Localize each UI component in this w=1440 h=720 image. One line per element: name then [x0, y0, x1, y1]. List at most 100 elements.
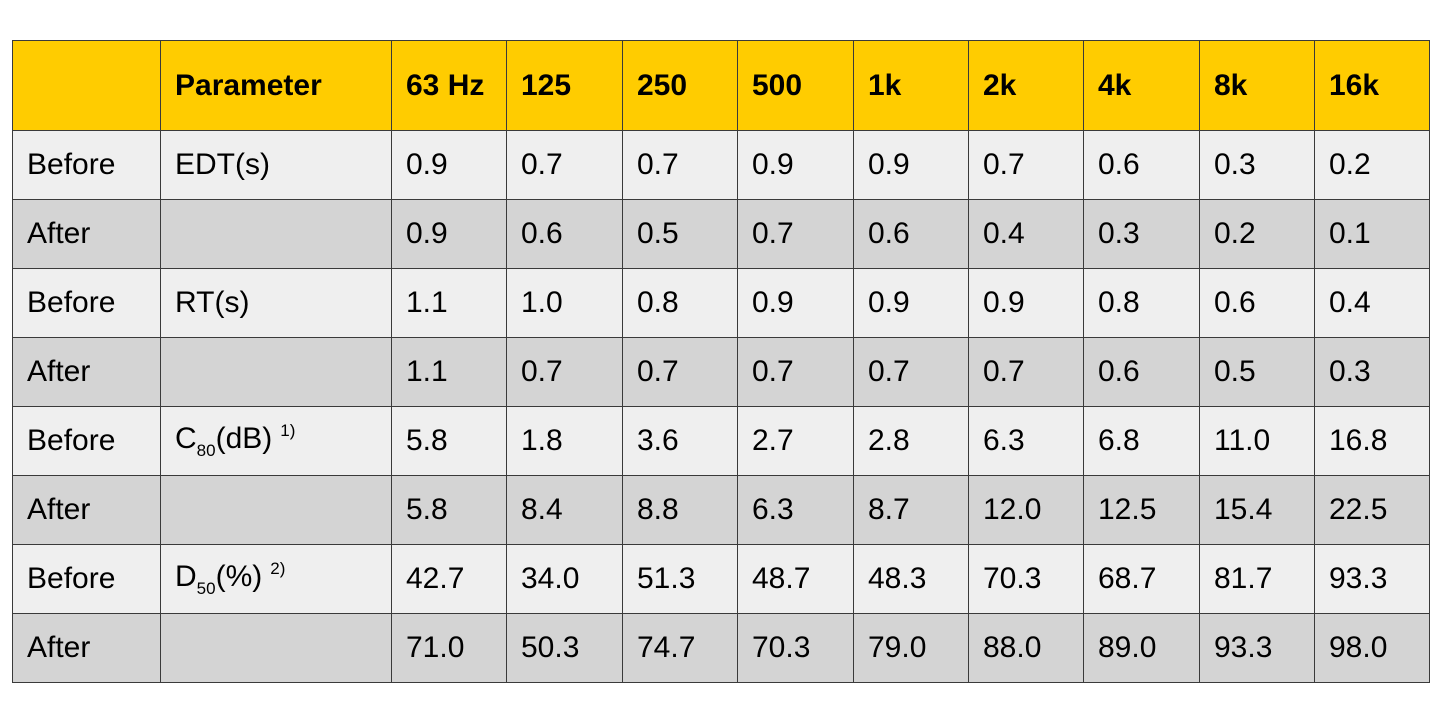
value-cell: 8.8 — [622, 475, 738, 545]
parameter-subscript: 50 — [196, 579, 216, 598]
header-cell: 500 — [737, 40, 854, 131]
value-cell: 48.7 — [737, 544, 854, 614]
parameter-unit: (%) — [215, 560, 263, 593]
value-cell: 0.9 — [737, 268, 854, 338]
value-cell: 0.6 — [1199, 268, 1315, 338]
value-cell: 0.7 — [737, 199, 854, 269]
value-cell: 0.9 — [391, 130, 507, 200]
value-cell: 6.8 — [1083, 406, 1200, 476]
value-cell: 8.4 — [506, 475, 623, 545]
value-cell: 93.3 — [1199, 613, 1315, 683]
parameter-cell: D50(%) 2) — [160, 544, 392, 614]
value-cell: 3.6 — [622, 406, 738, 476]
value-cell: 0.1 — [1314, 199, 1430, 269]
parameter-text: C — [175, 422, 197, 455]
value-cell: 50.3 — [506, 613, 623, 683]
header-row: Parameter 63 Hz 125 250 500 1k 2k 4k 8k 16k — [12, 40, 1430, 131]
value-cell: 88.0 — [968, 613, 1084, 683]
value-cell: 0.2 — [1314, 130, 1430, 200]
value-cell: 34.0 — [506, 544, 623, 614]
value-cell: 2.7 — [737, 406, 854, 476]
header-cell: 4k — [1083, 40, 1200, 131]
table-row: After 0.9 0.6 0.5 0.7 0.6 0.4 0.3 0.2 0.1 — [12, 199, 1430, 269]
value-cell: 74.7 — [622, 613, 738, 683]
value-cell: 0.4 — [968, 199, 1084, 269]
value-cell: 0.3 — [1199, 130, 1315, 200]
value-cell: 98.0 — [1314, 613, 1430, 683]
value-cell: 0.7 — [622, 337, 738, 407]
row-label: After — [12, 475, 161, 545]
value-cell: 0.6 — [1083, 337, 1200, 407]
parameter-cell: C80(dB) 1) — [160, 406, 392, 476]
value-cell: 0.3 — [1314, 337, 1430, 407]
value-cell: 1.1 — [391, 337, 507, 407]
value-cell: 0.7 — [968, 337, 1084, 407]
header-cell: 16k — [1314, 40, 1430, 131]
parameter-cell — [160, 337, 392, 407]
value-cell: 0.9 — [968, 268, 1084, 338]
value-cell: 81.7 — [1199, 544, 1315, 614]
value-cell: 0.7 — [506, 337, 623, 407]
row-label: Before — [12, 406, 161, 476]
value-cell: 71.0 — [391, 613, 507, 683]
value-cell: 0.7 — [853, 337, 969, 407]
table-row: After 1.1 0.7 0.7 0.7 0.7 0.7 0.6 0.5 0.3 — [12, 337, 1430, 407]
header-cell: 1k — [853, 40, 969, 131]
value-cell: 70.3 — [968, 544, 1084, 614]
header-cell: 63 Hz — [391, 40, 507, 131]
row-label: After — [12, 199, 161, 269]
value-cell: 5.8 — [391, 475, 507, 545]
value-cell: 22.5 — [1314, 475, 1430, 545]
value-cell: 51.3 — [622, 544, 738, 614]
value-cell: 0.9 — [391, 199, 507, 269]
parameter-subscript: 80 — [196, 441, 216, 460]
value-cell: 0.7 — [737, 337, 854, 407]
parameter-cell: EDT(s) — [160, 130, 392, 200]
row-label: After — [12, 337, 161, 407]
value-cell: 0.3 — [1083, 199, 1200, 269]
value-cell: 0.2 — [1199, 199, 1315, 269]
parameter-cell — [160, 613, 392, 683]
value-cell: 0.7 — [622, 130, 738, 200]
header-cell: 2k — [968, 40, 1084, 131]
row-label: Before — [12, 268, 161, 338]
value-cell: 1.1 — [391, 268, 507, 338]
value-cell: 0.5 — [1199, 337, 1315, 407]
value-cell: 6.3 — [737, 475, 854, 545]
footnote-ref: 1) — [280, 421, 296, 440]
value-cell: 68.7 — [1083, 544, 1200, 614]
value-cell: 15.4 — [1199, 475, 1315, 545]
value-cell: 1.8 — [506, 406, 623, 476]
value-cell: 2.8 — [853, 406, 969, 476]
value-cell: 0.7 — [968, 130, 1084, 200]
header-cell: Parameter — [160, 40, 392, 131]
table-row: After 5.8 8.4 8.8 6.3 8.7 12.0 12.5 15.4 22.5 — [12, 475, 1430, 545]
value-cell: 8.7 — [853, 475, 969, 545]
footnote-ref: 2) — [270, 559, 286, 578]
value-cell: 12.0 — [968, 475, 1084, 545]
parameter-text: RT(s) — [175, 286, 250, 319]
table-row: After 71.0 50.3 74.7 70.3 79.0 88.0 89.0 93.3 98.… — [12, 613, 1430, 683]
value-cell: 48.3 — [853, 544, 969, 614]
header-cell: 125 — [506, 40, 623, 131]
value-cell: 0.5 — [622, 199, 738, 269]
value-cell: 5.8 — [391, 406, 507, 476]
parameter-cell — [160, 199, 392, 269]
value-cell: 0.8 — [622, 268, 738, 338]
value-cell: 42.7 — [391, 544, 507, 614]
value-cell: 93.3 — [1314, 544, 1430, 614]
parameter-cell — [160, 475, 392, 545]
value-cell: 0.6 — [1083, 130, 1200, 200]
value-cell: 0.9 — [737, 130, 854, 200]
value-cell: 6.3 — [968, 406, 1084, 476]
value-cell: 70.3 — [737, 613, 854, 683]
value-cell: 0.6 — [506, 199, 623, 269]
table-body: Before EDT(s) 0.9 0.7 0.7 0.9 0.9 0.7 0.6 0.3 0.2 A… — [12, 130, 1430, 683]
value-cell: 11.0 — [1199, 406, 1315, 476]
value-cell: 12.5 — [1083, 475, 1200, 545]
row-label: After — [12, 613, 161, 683]
header-cell: 250 — [622, 40, 738, 131]
value-cell: 16.8 — [1314, 406, 1430, 476]
table-row: Before RT(s) 1.1 1.0 0.8 0.9 0.9 0.9 0.8 0.6 0.4 — [12, 268, 1430, 338]
